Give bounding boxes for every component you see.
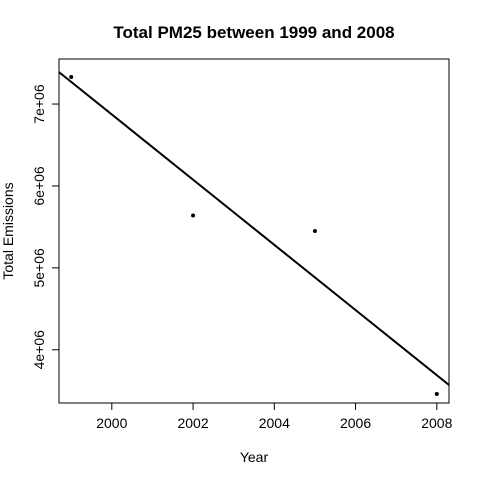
- x-tick-label: 2008: [421, 415, 452, 431]
- y-tick-label: 6e+06: [31, 166, 47, 206]
- y-tick-label: 4e+06: [31, 330, 47, 370]
- y-tick-label: 7e+06: [31, 84, 47, 124]
- x-tick-label: 2000: [96, 415, 127, 431]
- y-axis-label: Total Emissions: [0, 182, 16, 279]
- plot-frame: [58, 58, 450, 404]
- data-point: [69, 75, 74, 80]
- data-point: [312, 229, 317, 233]
- x-tick-label: 2002: [177, 415, 208, 431]
- chart-title: Total PM25 between 1999 and 2008: [113, 23, 394, 42]
- data-point: [434, 391, 439, 396]
- x-tick-label: 2006: [340, 415, 371, 431]
- x-axis-label: Year: [240, 449, 269, 465]
- trend-line: [58, 71, 450, 386]
- x-tick-label: 2004: [259, 415, 290, 431]
- data-point: [191, 213, 196, 218]
- y-tick-label: 5e+06: [31, 248, 47, 288]
